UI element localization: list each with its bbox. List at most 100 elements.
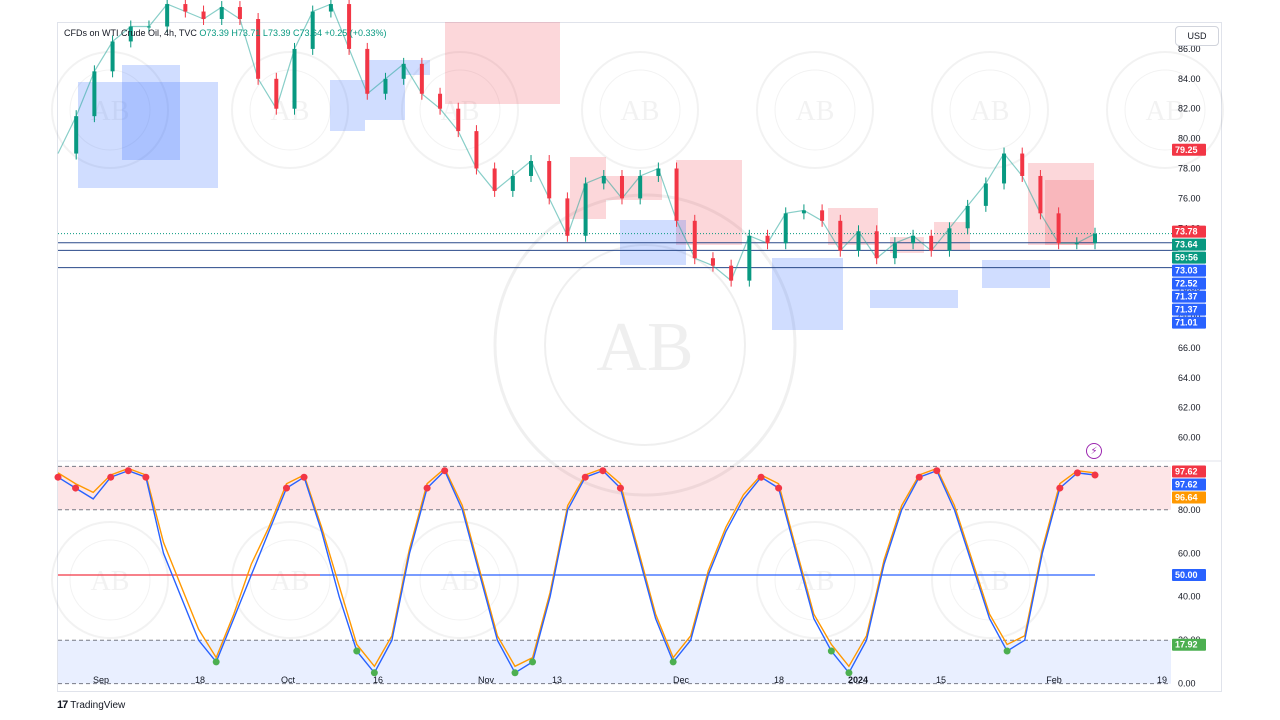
watermark-big-text: AB: [596, 309, 693, 386]
supply-zone: [890, 237, 924, 253]
time-axis-tick: 13: [552, 675, 562, 685]
time-axis-tick: 15: [936, 675, 946, 685]
time-axis-tick: Sep: [93, 675, 109, 685]
overbought-signal-dot: [54, 473, 62, 481]
candle-body: [601, 175, 606, 184]
watermark-ring: [51, 521, 169, 639]
currency-button[interactable]: USD: [1175, 26, 1219, 46]
watermark-text: AB: [796, 96, 835, 127]
candle-body: [110, 41, 115, 72]
candle-body: [547, 161, 552, 199]
candle-body: [656, 168, 661, 176]
overbought-signal-dot: [441, 467, 449, 475]
oscillator-axis-tick: 60.00: [1178, 548, 1201, 558]
candle-body: [419, 63, 424, 94]
candle-body: [1093, 233, 1097, 244]
tradingview-brand: TradingView: [70, 699, 126, 711]
supply-zone: [505, 22, 560, 104]
price-axis-tick: 62.00: [1178, 403, 1201, 413]
price-badge-label: 71.37: [1175, 305, 1198, 315]
overbought-signal-dot: [282, 484, 290, 492]
price-badge-label: 73.64: [1175, 240, 1198, 250]
candle-body: [1074, 243, 1079, 245]
demand-zone: [330, 80, 365, 131]
price-badge: [1172, 264, 1206, 277]
chart-frame: [57, 22, 1222, 692]
watermark-ring-inner: [774, 69, 856, 151]
price-badge: [1172, 238, 1206, 251]
watermark-ring: [581, 51, 699, 169]
oversold-signal-dot: [845, 669, 853, 677]
tradingview-footer[interactable]: 17 TradingView: [57, 699, 125, 711]
watermark-ring: [401, 51, 519, 169]
watermark-ring: [931, 521, 1049, 639]
oversold-signal-dot: [1003, 647, 1011, 655]
candle-body: [947, 228, 952, 251]
candle-body: [219, 7, 224, 20]
candle-body: [365, 48, 370, 94]
candle-body: [892, 243, 897, 259]
watermark-text: AB: [441, 566, 480, 597]
watermark-ring: [756, 51, 874, 169]
watermark-ring: [931, 51, 1049, 169]
price-axis-tick: 84.00: [1178, 74, 1201, 84]
candle-body: [1038, 175, 1043, 214]
watermark-big-ring-inner: [544, 244, 746, 446]
price-badge-label: 17.92: [1175, 640, 1198, 650]
watermark-seal-icon: AB: [581, 51, 699, 169]
watermark-seal-icon: AB: [401, 521, 519, 639]
candle-body: [74, 116, 79, 154]
oversold-signal-dot: [511, 669, 519, 677]
price-badge: [1172, 251, 1206, 264]
oversold-signal-dot: [370, 669, 378, 677]
candle-body: [1056, 213, 1061, 244]
price-axis-tick: 86.00: [1178, 44, 1201, 54]
overbought-signal-dot: [933, 467, 941, 475]
watermark-seal-icon: AB: [231, 521, 349, 639]
overbought-signal-dot: [423, 484, 431, 492]
time-axis-tick: 18: [774, 675, 784, 685]
price-axis-tick: 76.00: [1178, 193, 1201, 203]
overbought-signal-dot: [915, 473, 923, 481]
candle-body: [874, 231, 879, 259]
candle-body: [1002, 153, 1007, 184]
watermark-ring-inner: [419, 539, 501, 621]
demand-zone: [982, 260, 1050, 288]
candle-body: [929, 235, 934, 251]
candle-body: [820, 210, 825, 221]
watermark-ring-inner: [249, 69, 331, 151]
watermark-ring: [231, 521, 349, 639]
watermark-ring-inner: [1124, 69, 1206, 151]
candle-body: [583, 183, 588, 236]
price-badge-label: 73.78: [1175, 227, 1198, 237]
oversold-signal-dot: [529, 658, 537, 666]
price-badge-label: 79.25: [1175, 145, 1198, 155]
tradingview-logo-icon: 17: [57, 699, 68, 711]
price-line: [57, 3, 1096, 282]
candle-body: [128, 26, 133, 42]
candle-body: [474, 131, 479, 169]
candle-body: [765, 235, 770, 244]
time-axis-tick: Feb: [1046, 675, 1062, 685]
candle-body: [619, 175, 624, 199]
watermark-ring-inner: [69, 69, 151, 151]
candle-body: [692, 220, 697, 259]
event-lightning-icon[interactable]: ⚡: [1086, 443, 1102, 459]
supply-zone: [570, 157, 606, 219]
time-axis-tick: 2024: [848, 675, 868, 685]
price-badge: [1172, 465, 1206, 478]
oversold-signal-dot: [827, 647, 835, 655]
oversold-signal-dot: [353, 647, 361, 655]
watermark-center-seal-icon: AB: [493, 193, 797, 497]
candle-body: [911, 235, 916, 244]
candle-body: [856, 231, 861, 251]
overbought-signal-dot: [72, 484, 80, 492]
watermark-seal-icon: AB: [756, 51, 874, 169]
candle-body: [237, 7, 242, 20]
supply-zone: [445, 22, 505, 104]
watermark-text: AB: [971, 96, 1010, 127]
price-badge: [1172, 277, 1206, 290]
candle-body: [747, 235, 752, 281]
candle-body: [801, 210, 806, 214]
